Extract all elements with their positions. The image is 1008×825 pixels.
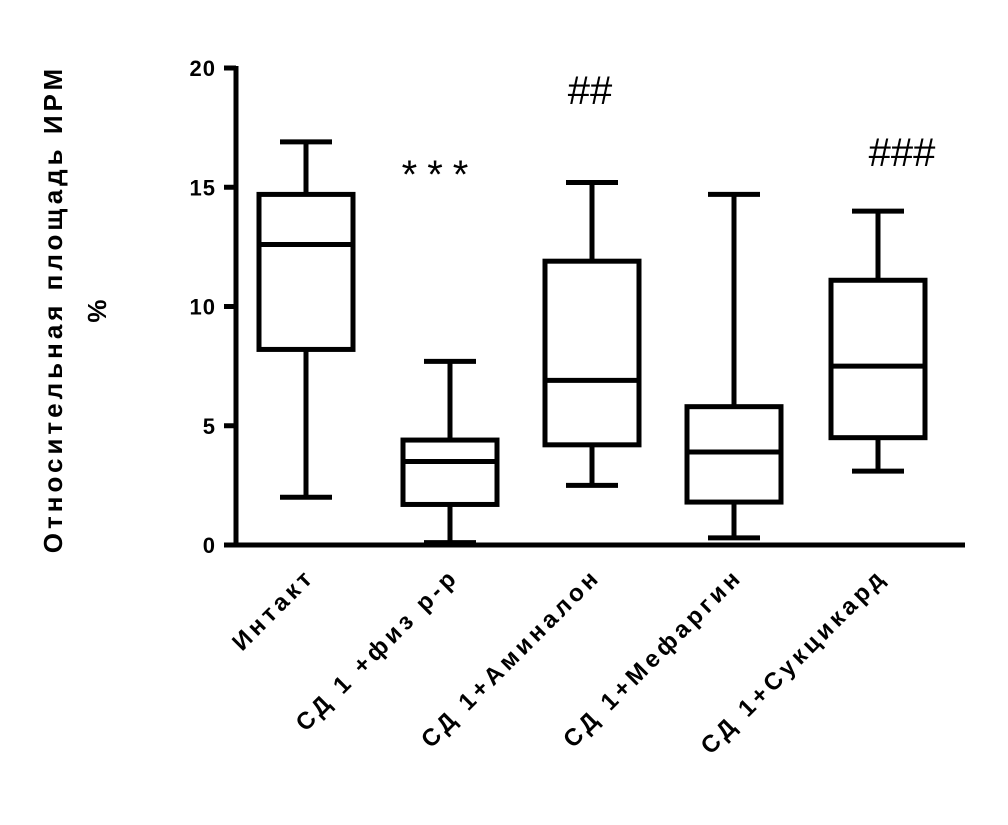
x-category-label: СД 1 +физ р-р <box>291 563 465 737</box>
y-axis-title-group: Относительная площадь ИРМ % <box>38 65 112 553</box>
y-axis-unit: % <box>82 295 112 322</box>
iqr-box <box>828 277 928 441</box>
iqr-box <box>542 258 642 448</box>
axes <box>233 66 965 548</box>
box-4 <box>684 191 784 541</box>
y-axis-title: Относительная площадь ИРМ <box>38 65 68 553</box>
box-2 <box>400 358 500 546</box>
box-3 <box>542 179 642 488</box>
y-tick-label: 15 <box>190 175 216 200</box>
y-tick-label: 0 <box>203 533 216 558</box>
boxes <box>256 139 928 546</box>
y-tick-label: 10 <box>190 295 216 320</box>
iqr-box <box>256 191 356 352</box>
significance-annotation: *** <box>402 153 479 197</box>
y-tick-label: 5 <box>203 414 216 439</box>
annotations: ***##### <box>402 69 936 197</box>
iqr-box <box>400 437 500 507</box>
y-axis-ticks: 0 5 10 15 20 <box>190 56 236 558</box>
box-5 <box>828 208 928 474</box>
y-tick-label: 20 <box>190 56 216 81</box>
x-category-label: Интакт <box>227 563 320 656</box>
box-1 <box>256 139 356 500</box>
significance-annotation: ### <box>869 131 936 175</box>
significance-annotation: ## <box>568 69 613 113</box>
